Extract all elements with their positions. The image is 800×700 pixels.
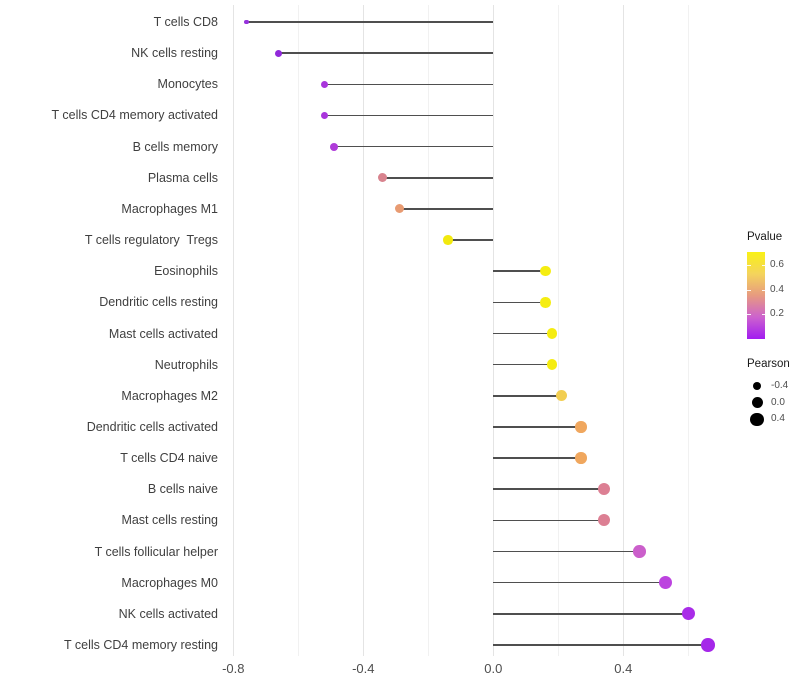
colorbar-tick [747,313,751,315]
grid-major-line [363,5,365,656]
y-axis-label: T cells CD8 [153,15,218,29]
x-axis-tick-label: 0.4 [614,661,633,676]
lollipop-dot [597,514,610,527]
lollipop-dot [320,111,329,120]
lollipop-stem [493,488,604,491]
lollipop-dot [681,607,695,621]
colorbar-tick [761,265,765,267]
y-axis-label: Plasma cells [147,170,218,185]
lollipop-dot [546,328,558,339]
lollipop-dot [443,235,453,245]
colorbar-tick-label: 0.4 [770,283,784,295]
x-axis-tick-label: 0.0 [484,661,503,676]
lollipop-dot [330,142,339,151]
lollipop-stem [324,83,494,86]
y-axis-label: Macrophages M0 [121,575,218,590]
legend-pearson: Pearson -0.4 0.0 0.4 [747,358,790,427]
y-axis-label: T cells CD4 memory resting [64,638,218,652]
lollipop-stem [399,208,494,210]
y-axis-label: T cells CD4 naive [120,451,218,466]
colorbar-tick [761,289,765,291]
lollipop-stem [493,644,708,646]
legend-pearson-title: Pearson [747,358,790,370]
lollipop-stem [493,395,562,397]
lollipop-stem [493,613,689,615]
y-axis-label: Dendritic cells activated [86,419,218,434]
y-axis-label: T cells follicular helper [94,544,218,559]
lollipop-stem [493,426,582,428]
lollipop-stem [493,581,666,584]
colorbar-tick-label: 0.2 [770,307,784,319]
y-axis-label: Macrophages M2 [121,388,218,403]
colorbar-tick [761,313,765,315]
lollipop-dot [394,204,404,214]
lollipop-dot [575,421,587,433]
y-axis-label: Mast cells resting [121,513,218,528]
lollipop-stem [334,145,494,148]
lollipop-stem [493,519,604,522]
grid-minor-line [688,5,690,656]
lollipop-dot [659,576,673,590]
lollipop-dot [275,49,283,57]
colorbar-tick [747,289,751,291]
lollipop-dot [244,19,249,25]
lollipop-stem [493,457,582,459]
grid-minor-line [558,5,560,656]
lollipop-stem [382,176,494,179]
grid-major-line [233,5,235,656]
lollipop-dot [320,80,329,89]
x-axis-tick-label: -0.8 [222,661,245,676]
y-axis-label: B cells memory [132,139,218,154]
lollipop-stem [493,270,546,272]
y-axis-label: NK cells activated [118,606,218,621]
y-axis-label: NK cells resting [131,46,218,61]
lollipop-stem [493,363,552,366]
lollipop-dot [378,173,388,183]
pvalue-colorbar: 0.6 0.4 0.2 [747,252,784,339]
y-axis-label: Neutrophils [154,357,218,372]
y-axis-label: T cells regulatory Tregs [84,233,218,248]
colorbar-tick-label: 0.6 [770,259,784,271]
legend-pvalue: Pvalue 0.6 0.4 0.2 [747,231,784,339]
lollipop-dot [556,390,568,402]
pearson-legend-dot [750,412,764,427]
y-axis-label: Eosinophils [154,264,218,279]
legend-pvalue-title: Pvalue [747,231,783,243]
pearson-legend-label: -0.4 [771,380,789,391]
y-axis-label: T cells CD4 memory activated [51,108,219,123]
y-axis-label: Macrophages M1 [121,201,218,216]
lollipop-stem [324,114,494,117]
pearson-legend-dot [752,381,762,391]
lollipop-dot [575,452,587,464]
grid-major-line [493,5,495,656]
lollipop-stem [493,301,546,304]
lollipop-dot [701,638,715,652]
lollipop-stem [493,550,640,553]
lollipop-stem [493,332,552,335]
lollipop-dot [546,359,558,370]
y-axis-label: B cells naive [147,482,218,497]
colorbar-tick [747,265,751,267]
lollipop-dot [540,297,551,308]
grid-major-line [623,5,625,656]
pearson-legend-dot [751,397,763,409]
lollipop-dot [597,483,610,496]
grid-minor-line [298,5,300,656]
lollipop-stem [278,52,494,54]
y-axis-label: Mast cells activated [108,326,218,341]
lollipop-stem [447,239,494,241]
pearson-legend-label: 0.0 [771,396,785,408]
pearson-legend-label: 0.4 [771,413,785,425]
lollipop-stem [246,21,494,23]
x-axis-tick-label: -0.4 [352,661,375,676]
grid-minor-line [428,5,430,656]
y-axis-label: Dendritic cells resting [99,295,218,310]
lollipop-dot [540,265,551,277]
y-axis-label: Monocytes [157,77,218,92]
lollipop-dot [633,545,646,558]
